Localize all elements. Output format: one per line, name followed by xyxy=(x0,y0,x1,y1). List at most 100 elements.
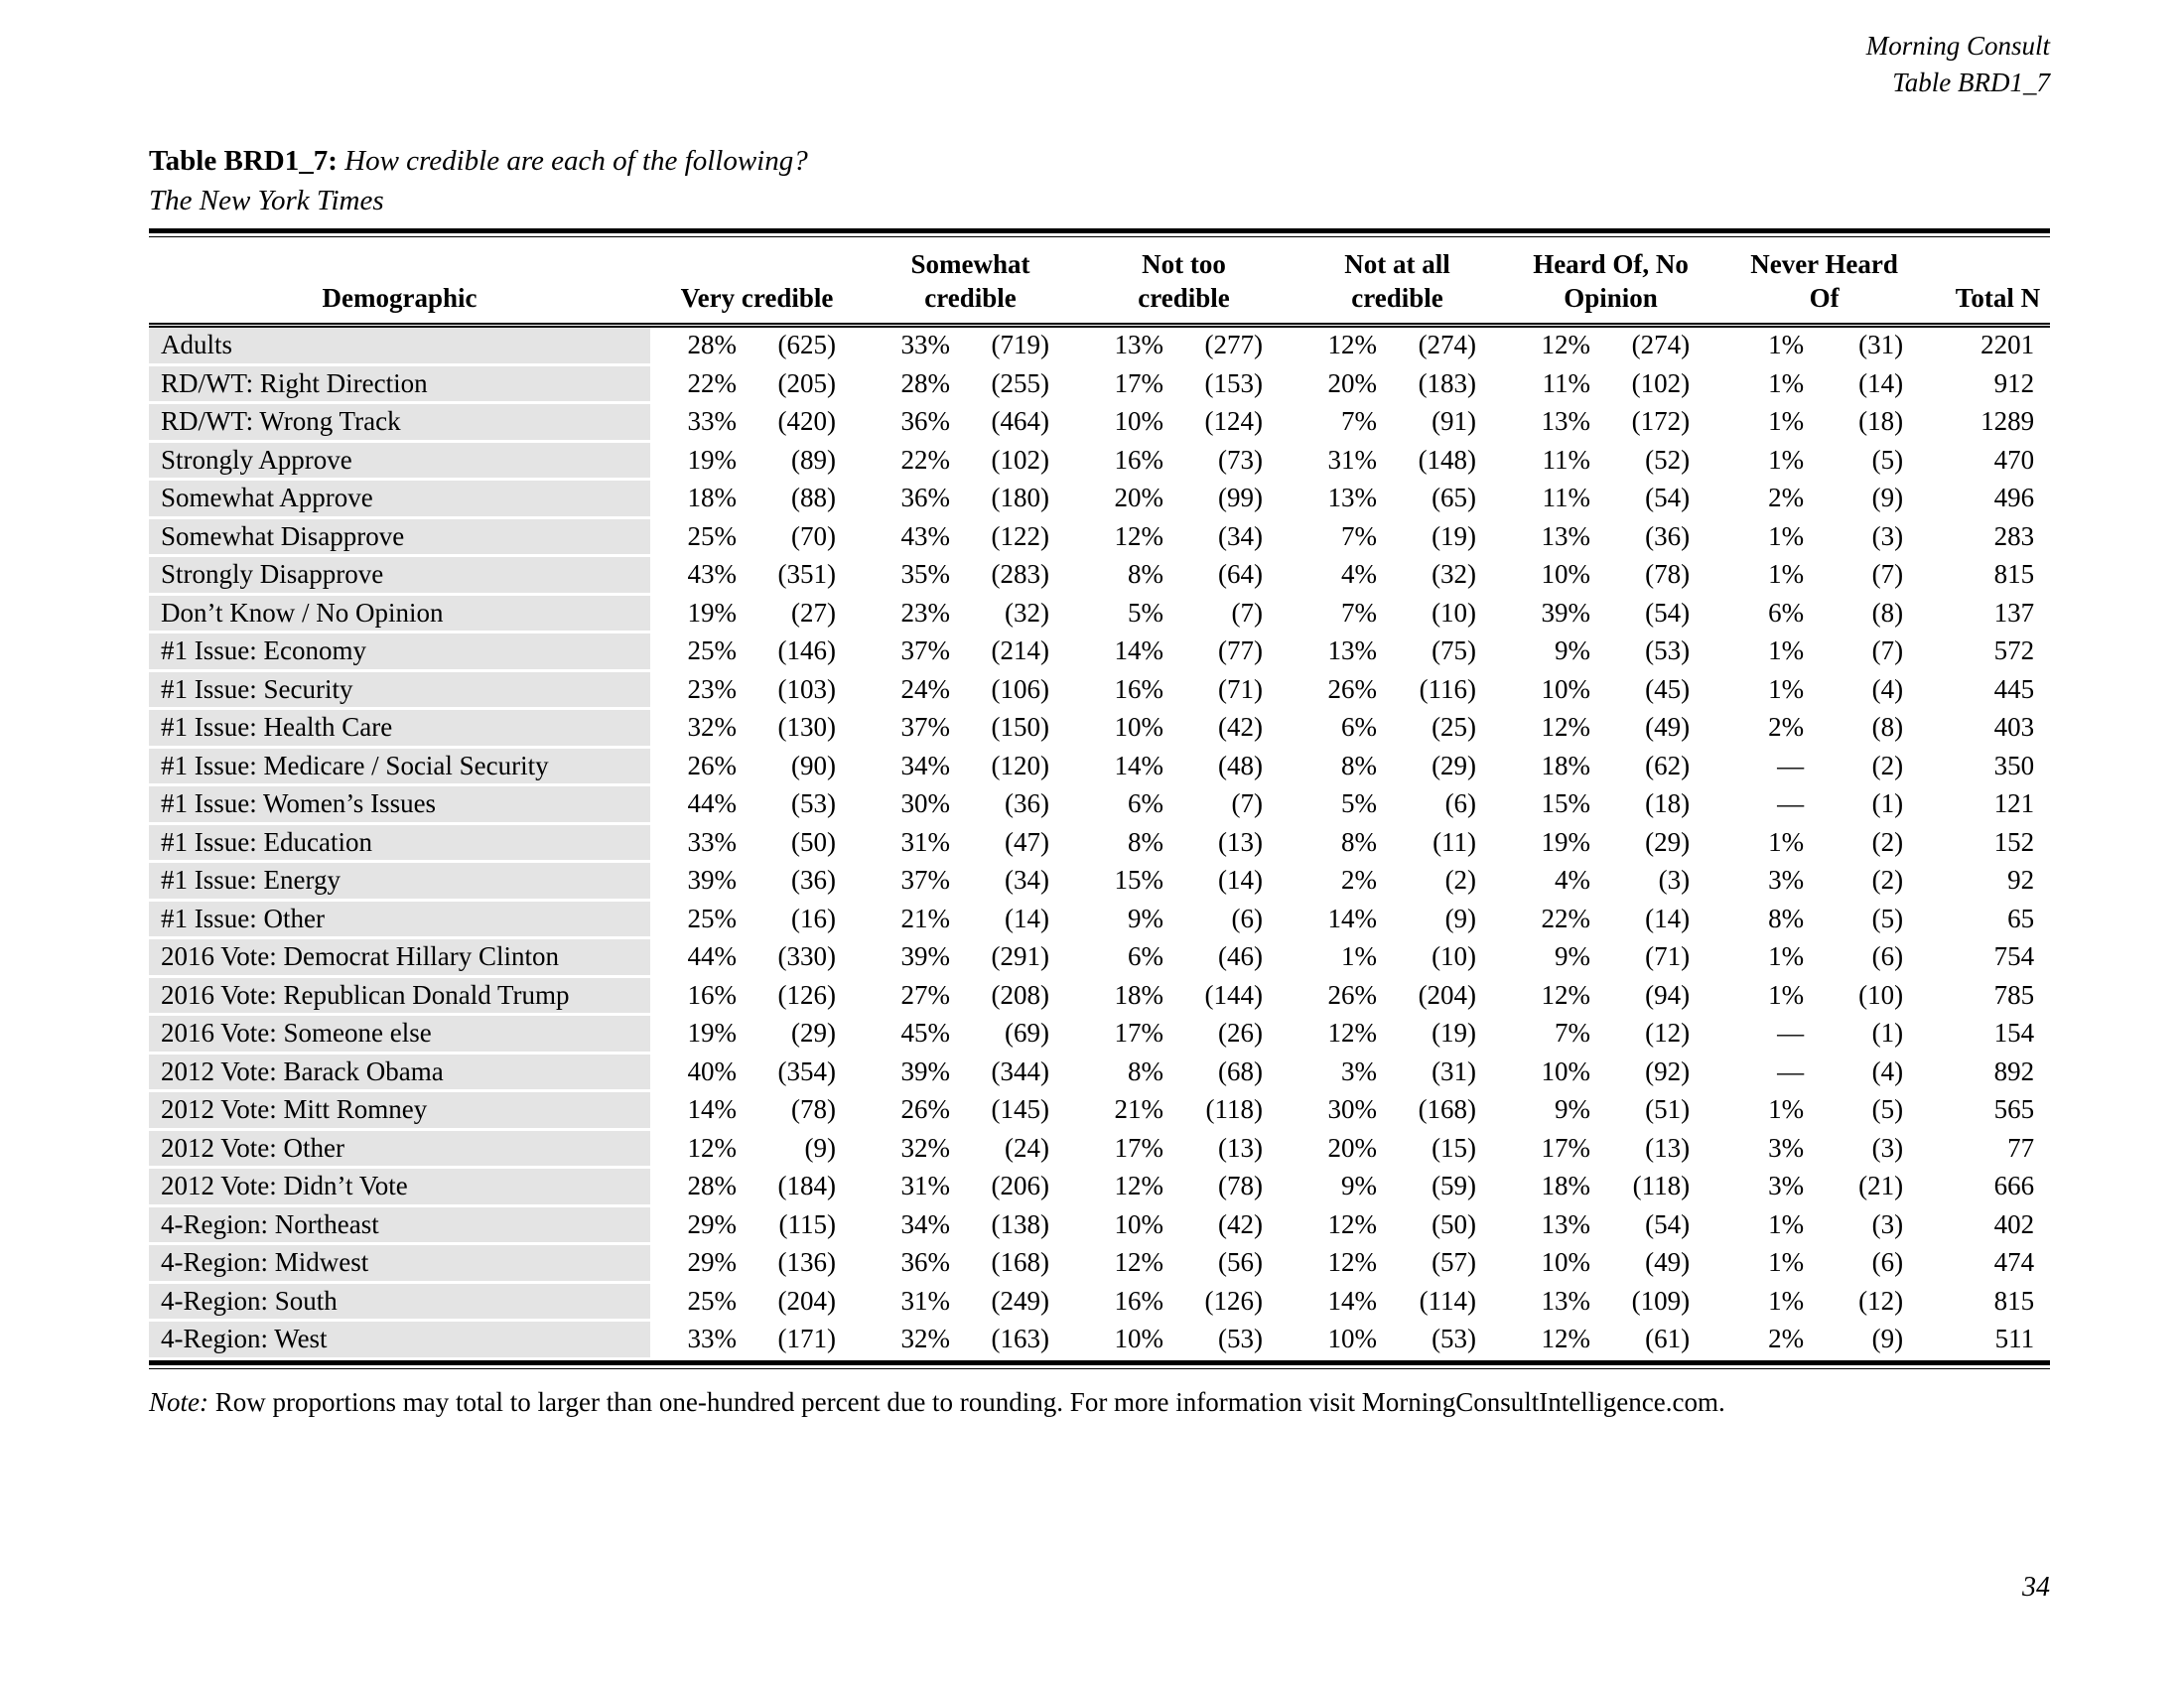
cell-count: (19) xyxy=(1387,517,1505,557)
cell-count: (9) xyxy=(1387,900,1505,939)
cell-count: (13) xyxy=(1600,1129,1718,1169)
cell-count: (8) xyxy=(1814,594,1932,633)
table-row: #1 Issue: Security 23% (103) 24% (106) 16% (71… xyxy=(149,670,2051,710)
cell-count: (274) xyxy=(1600,325,1718,366)
cell-count: (10) xyxy=(1387,594,1505,633)
cell-count: (3) xyxy=(1814,1129,1932,1169)
cell-percent: 31% xyxy=(864,1167,961,1207)
cell-percent: 26% xyxy=(650,747,747,786)
cell-percent: 12% xyxy=(1504,1320,1601,1360)
cell-percent: 11% xyxy=(1504,479,1601,519)
cell-count: (94) xyxy=(1600,976,1718,1016)
cell-percent: 22% xyxy=(1504,900,1601,939)
cell-count: (171) xyxy=(747,1320,865,1360)
cell-count: (53) xyxy=(1387,1320,1505,1360)
table-row: #1 Issue: Health Care 32% (130) 37% (150) 10%… xyxy=(149,708,2051,749)
row-label: #1 Issue: Women’s Issues xyxy=(149,784,650,825)
cell-percent: 39% xyxy=(1504,594,1601,633)
cell-percent: 11% xyxy=(1504,441,1601,481)
cell-percent: 35% xyxy=(864,555,961,596)
cell-percent: 5% xyxy=(1291,784,1388,825)
cell-percent: 1% xyxy=(1717,823,1815,863)
cell-count: (50) xyxy=(747,823,865,863)
cell-percent: 25% xyxy=(650,1282,747,1322)
cell-percent: 14% xyxy=(1077,632,1174,672)
cell-count: (208) xyxy=(960,976,1078,1016)
cell-percent: 30% xyxy=(1291,1090,1388,1131)
cell-total-n: 785 xyxy=(1931,976,2051,1016)
cell-total-n: 470 xyxy=(1931,441,2051,481)
cell-count: (163) xyxy=(960,1320,1078,1360)
cell-count: (168) xyxy=(960,1243,1078,1284)
cell-count: (31) xyxy=(1387,1053,1505,1092)
cell-percent: 32% xyxy=(650,708,747,749)
cell-count: (18) xyxy=(1600,784,1718,825)
cell-count: (9) xyxy=(1814,479,1932,519)
title-block: Table BRD1_7: How credible are each of t… xyxy=(149,141,2050,220)
row-label: #1 Issue: Security xyxy=(149,670,650,710)
cell-percent: 14% xyxy=(1291,1282,1388,1322)
cell-count: (206) xyxy=(960,1167,1078,1207)
cell-percent: 1% xyxy=(1717,517,1815,557)
cell-percent: 8% xyxy=(1077,555,1174,596)
cell-percent: 21% xyxy=(864,900,961,939)
cell-percent: 17% xyxy=(1077,1014,1174,1055)
cell-count: (138) xyxy=(960,1205,1078,1245)
cell-total-n: 511 xyxy=(1931,1320,2051,1360)
cell-count: (69) xyxy=(960,1014,1078,1055)
cell-count: (8) xyxy=(1814,708,1932,749)
table-title-label: Table BRD1_7: xyxy=(149,145,338,177)
cell-count: (146) xyxy=(747,632,865,672)
cell-percent: 1% xyxy=(1717,555,1815,596)
cell-percent: 31% xyxy=(864,1282,961,1322)
cell-count: (283) xyxy=(960,555,1078,596)
cell-percent: 39% xyxy=(650,861,747,902)
cell-percent: — xyxy=(1717,1014,1815,1055)
cell-percent: 10% xyxy=(1077,402,1174,443)
cell-percent: 13% xyxy=(1504,1205,1601,1245)
cell-count: (344) xyxy=(960,1053,1078,1092)
cell-count: (12) xyxy=(1600,1014,1718,1055)
table-header: Demographic Very credible Somewhat credi… xyxy=(149,237,2051,328)
cell-count: (12) xyxy=(1814,1282,1932,1322)
cell-percent: 37% xyxy=(864,632,961,672)
cell-count: (75) xyxy=(1387,632,1505,672)
row-label: 4-Region: South xyxy=(149,1282,650,1322)
cell-count: (719) xyxy=(960,325,1078,366)
cell-percent: 26% xyxy=(1291,976,1388,1016)
cell-percent: 17% xyxy=(1504,1129,1601,1169)
row-label: #1 Issue: Medicare / Social Security xyxy=(149,747,650,786)
table-row: 2012 Vote: Barack Obama 40% (354) 39% (344) 8… xyxy=(149,1053,2051,1092)
cell-count: (14) xyxy=(1814,364,1932,404)
document-meta: Morning Consult Table BRD1_7 xyxy=(149,28,2050,101)
table-row: #1 Issue: Women’s Issues 44% (53) 30% (36) 6%… xyxy=(149,784,2051,825)
table-row: 2016 Vote: Republican Donald Trump 16% (12… xyxy=(149,976,2051,1016)
cell-count: (53) xyxy=(747,784,865,825)
cell-count: (27) xyxy=(747,594,865,633)
cell-percent: 1% xyxy=(1717,441,1815,481)
cell-total-n: 754 xyxy=(1931,937,2051,978)
cell-percent: 9% xyxy=(1504,937,1601,978)
cell-count: (50) xyxy=(1387,1205,1505,1245)
cell-percent: 10% xyxy=(1077,1205,1174,1245)
cell-count: (89) xyxy=(747,441,865,481)
cell-percent: 7% xyxy=(1291,594,1388,633)
cell-count: (61) xyxy=(1600,1320,1718,1360)
cell-count: (153) xyxy=(1173,364,1292,404)
cell-count: (115) xyxy=(747,1205,865,1245)
cell-count: (7) xyxy=(1173,784,1292,825)
cell-percent: 16% xyxy=(1077,670,1174,710)
cell-count: (57) xyxy=(1387,1243,1505,1284)
cell-count: (54) xyxy=(1600,1205,1718,1245)
cell-percent: 18% xyxy=(1504,1167,1601,1207)
cell-percent: 16% xyxy=(650,976,747,1016)
cell-percent: 9% xyxy=(1291,1167,1388,1207)
cell-count: (103) xyxy=(747,670,865,710)
cell-percent: 22% xyxy=(650,364,747,404)
table-row: 4-Region: West 33% (171) 32% (163) 10% (53) 10%… xyxy=(149,1320,2051,1360)
cell-total-n: 350 xyxy=(1931,747,2051,786)
cell-percent: 1% xyxy=(1717,1282,1815,1322)
row-label: 4-Region: West xyxy=(149,1320,650,1360)
cell-count: (49) xyxy=(1600,708,1718,749)
cell-count: (71) xyxy=(1173,670,1292,710)
